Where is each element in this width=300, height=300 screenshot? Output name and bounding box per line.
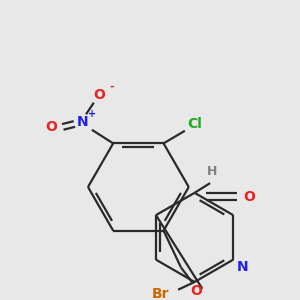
Text: O: O	[45, 120, 57, 134]
Text: +: +	[88, 109, 96, 119]
Text: Cl: Cl	[187, 117, 202, 131]
Text: O: O	[94, 88, 106, 102]
Text: -: -	[109, 82, 114, 92]
Text: N: N	[237, 260, 249, 274]
Text: H: H	[207, 165, 217, 178]
Text: N: N	[76, 115, 88, 129]
Text: Br: Br	[152, 286, 170, 300]
Text: O: O	[190, 284, 202, 298]
Text: O: O	[243, 190, 255, 204]
